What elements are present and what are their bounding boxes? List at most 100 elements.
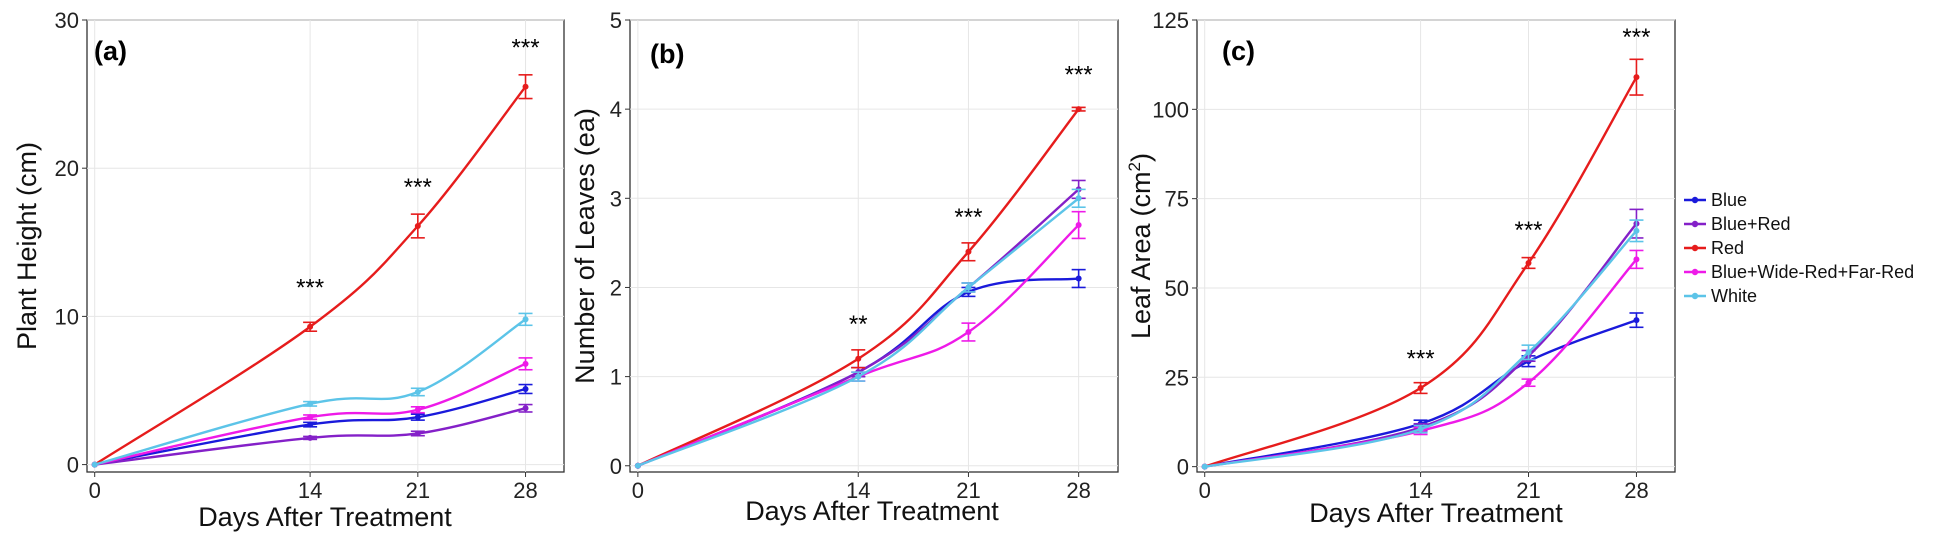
series-line	[1204, 230, 1638, 468]
y-axis-title-unit-superscript: 2	[1125, 162, 1144, 171]
y-tick-label: 0	[67, 453, 79, 478]
significance-label: ***	[512, 35, 540, 62]
data-point	[1075, 222, 1082, 229]
significance-label: ***	[1515, 217, 1543, 244]
y-tick-label: 50	[1165, 276, 1189, 301]
tick-labels: 0 1 2 3 4 5 0 14 21 28	[610, 8, 1091, 503]
data-point	[307, 323, 314, 330]
data-point	[414, 430, 421, 437]
data-point	[855, 355, 862, 362]
data-point	[522, 360, 529, 367]
series-line	[637, 108, 1080, 467]
data-point	[307, 414, 314, 421]
series-line	[637, 197, 1080, 467]
data-point	[414, 406, 421, 413]
panel-c: 0 25 50 75 100 125 0 14 21 28 *** *** *** (c) Days …	[1125, 8, 1676, 528]
significance-annotations: *** *** ***	[296, 35, 539, 302]
panel-label: (c)	[1222, 36, 1255, 66]
series-line	[94, 85, 527, 466]
data-point	[634, 462, 641, 469]
series-line	[94, 387, 526, 466]
data-point	[1633, 256, 1640, 263]
y-axis-title-main: Number of Leaves	[570, 163, 600, 384]
y-tick-label: 2	[610, 275, 622, 300]
data-point	[965, 248, 972, 255]
data-point	[1525, 259, 1532, 266]
series-group	[634, 106, 1086, 469]
y-axis-title-unit: (ea)	[570, 108, 600, 156]
x-axis-title: Days After Treatment	[745, 496, 999, 526]
x-tick-label: 0	[632, 478, 644, 503]
x-tick-label: 14	[298, 478, 322, 503]
y-tick-label: 30	[55, 8, 79, 33]
tick-labels: 0 25 50 75 100 125 0 14 21 28	[1152, 8, 1648, 503]
series-line	[1204, 76, 1638, 468]
plot-frame	[629, 19, 1119, 473]
gridlines	[87, 19, 564, 472]
legend-label: Blue+Wide-Red+Far-Red	[1711, 262, 1914, 282]
y-axis-title: Leaf Area (cm2)	[1125, 153, 1156, 339]
significance-label: ***	[954, 204, 982, 231]
significance-label: ***	[296, 275, 324, 302]
tick-labels: 0 10 20 30 0 14 21 28	[55, 8, 538, 503]
data-point	[307, 421, 314, 428]
series-group	[91, 74, 533, 468]
legend-swatch-point	[1691, 220, 1699, 228]
y-tick-label: 0	[610, 454, 622, 479]
y-axis-title-unit: (cm	[1126, 171, 1156, 216]
significance-label: ***	[1065, 61, 1093, 88]
data-point	[855, 373, 862, 380]
y-tick-label: 20	[55, 156, 79, 181]
x-tick-label: 28	[1624, 478, 1648, 503]
data-point	[1201, 463, 1208, 470]
y-axis-title: Number of Leaves (ea)	[570, 108, 600, 384]
x-tick-label: 21	[956, 478, 980, 503]
y-tick-label: 0	[1177, 455, 1189, 480]
y-axis-title-main: Plant Height	[12, 202, 42, 350]
data-point	[414, 222, 421, 229]
y-tick-label: 25	[1165, 365, 1189, 390]
legend-swatch-point	[1691, 268, 1699, 276]
data-point	[1417, 385, 1424, 392]
data-point	[414, 414, 421, 421]
x-tick-label: 28	[513, 478, 537, 503]
x-tick-label: 14	[846, 478, 870, 503]
y-axis-title-main: Leaf Area	[1126, 222, 1156, 339]
significance-annotations: ********	[849, 61, 1093, 338]
data-point	[965, 329, 972, 336]
x-axis-title: Days After Treatment	[198, 502, 452, 532]
series-group	[1201, 58, 1644, 470]
y-tick-label: 5	[610, 8, 622, 33]
legend-swatch-point	[1691, 244, 1699, 252]
legend-swatch-point	[1691, 292, 1699, 300]
data-point	[522, 316, 529, 323]
x-tick-label: 21	[406, 478, 430, 503]
significance-label: ***	[1407, 346, 1435, 373]
data-point	[965, 284, 972, 291]
series-line	[94, 318, 527, 466]
y-tick-label: 100	[1152, 97, 1189, 122]
legend: Blue Blue+Red Red Blue+Wide-Red+Far-Red Whit…	[1684, 190, 1914, 306]
legend-label: Blue	[1711, 190, 1747, 210]
series-line	[1204, 319, 1637, 468]
panel-a: 0 10 20 30 0 14 21 28 *** *** *** (a) Days After …	[12, 8, 565, 532]
y-tick-label: 75	[1165, 187, 1189, 212]
data-point	[1525, 379, 1532, 386]
x-tick-label: 14	[1408, 478, 1432, 503]
data-point	[307, 400, 314, 407]
x-tick-label: 0	[1199, 478, 1211, 503]
data-point	[1633, 227, 1640, 234]
legend-label: Blue+Red	[1711, 214, 1791, 234]
significance-annotations: *** *** ***	[1407, 24, 1651, 373]
plot-frame	[1196, 19, 1676, 473]
data-point	[1525, 349, 1532, 356]
data-point	[1417, 426, 1424, 433]
data-point	[522, 405, 529, 412]
panel-label: (b)	[650, 39, 684, 69]
x-tick-label: 21	[1516, 478, 1540, 503]
y-axis-title-unit-close: )	[1126, 153, 1156, 162]
legend-label: Red	[1711, 238, 1744, 258]
series-line	[94, 407, 526, 466]
legend-swatch-point	[1691, 196, 1699, 204]
